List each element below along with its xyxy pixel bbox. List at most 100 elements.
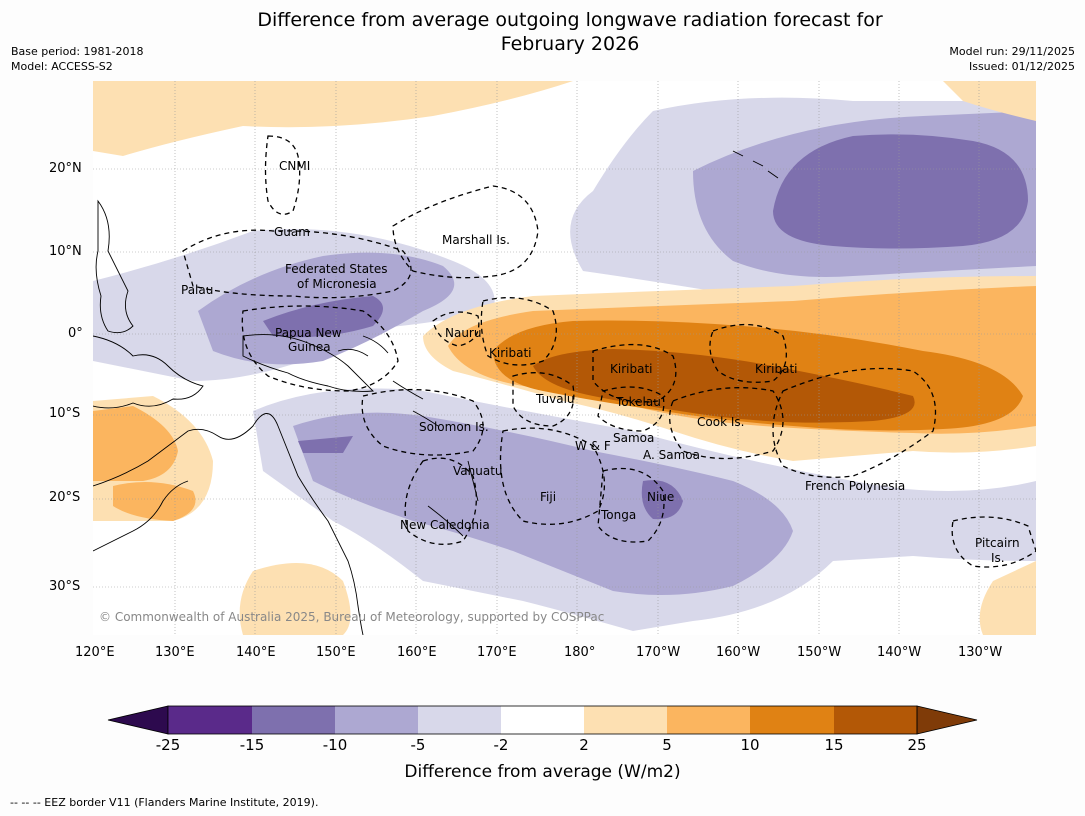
light-orange-field-se (979, 561, 1036, 635)
label-nauru: Nauru (445, 326, 481, 340)
label-guam: Guam (274, 225, 310, 239)
issued-date: Issued: 01/12/2025 (968, 60, 1075, 73)
negative-anomaly-fields (93, 97, 1036, 631)
coast-solomons (392, 380, 439, 427)
gridlines (93, 81, 1036, 635)
light-orange-field-ne (943, 81, 1036, 121)
eez-png (241, 305, 399, 392)
eez-cnmi (264, 135, 301, 215)
colorbar-title: Difference from average (W/m2) (404, 762, 681, 782)
lon-label-180: 180° (564, 645, 596, 660)
coast-philippines (95, 199, 134, 334)
lon-label-120e: 120°E (75, 645, 115, 660)
lat-label-eq: 0° (68, 326, 83, 341)
eez-cook (669, 387, 784, 460)
colorbar-bin-8 (750, 706, 834, 734)
label-tokelau: Tokelau (615, 395, 661, 409)
mid-purple-field-south (293, 412, 793, 595)
lat-label-10s: 10°S (49, 406, 81, 421)
label-asamoa: A. Samoa (643, 448, 700, 462)
cbar-tick-1: -25 (155, 736, 181, 754)
coast-vanuatu (467, 460, 479, 502)
coast-north-australia (93, 413, 364, 635)
label-newcal: New Caledonia (400, 518, 490, 532)
lat-label-10n: 10°N (49, 244, 82, 259)
lat-label-30s: 30°S (49, 579, 81, 594)
label-palau: Palau (181, 283, 213, 297)
lon-label-170w: 170°W (636, 645, 681, 660)
copyright: © Commonwealth of Australia 2025, Bureau… (99, 610, 604, 624)
colorbar-bin-6 (584, 706, 667, 734)
label-kiribati-e: Kiribati (755, 362, 797, 376)
coast-borneo-sulawesi (93, 335, 204, 409)
eez-fiji-tonga (499, 427, 665, 543)
colorbar-bin-5 (501, 706, 584, 734)
light-orange-field-aus (239, 563, 351, 635)
label-solomon: Solomon Is. (419, 420, 489, 434)
eez-marshall (392, 185, 539, 279)
label-kiribati-c: Kiribati (610, 362, 652, 376)
label-samoa: Samoa (613, 431, 654, 445)
cbar-tick-3: -10 (322, 736, 348, 754)
colorbar-bin-4 (418, 706, 501, 734)
cbar-tick-9: 15 (824, 736, 844, 754)
title-line-2: February 2026 (500, 33, 640, 55)
label-pitcairn-2: Is. (991, 551, 1005, 565)
eez-french-polynesia (772, 367, 937, 478)
coast-new-guinea (242, 334, 375, 392)
colorbar-bin-9 (834, 706, 917, 734)
label-fsm-2: of Micronesia (297, 277, 377, 291)
mid-orange-field-sw (113, 482, 196, 521)
colorbar-below-min (107, 705, 169, 735)
region-labels: CNMI Guam Marshall Is. Federated States … (181, 159, 1020, 565)
model-name: Model: ACCESS-S2 (11, 60, 113, 73)
dark-purple-field-north (773, 134, 1028, 249)
eez-nauru-kiribati-w (432, 297, 557, 366)
lon-label-150w: 150°W (797, 645, 842, 660)
colorbar (107, 705, 978, 735)
cbar-tick-6: 2 (579, 736, 589, 754)
eez-solomon (361, 388, 484, 456)
label-png-2: Guinea (288, 340, 331, 354)
coast-new-caledonia (427, 505, 464, 537)
lon-label-170e: 170°E (477, 645, 517, 660)
meta-left: Base period: 1981-2018 Model: ACCESS-S2 (11, 44, 143, 74)
colorbar-bin-1 (168, 706, 252, 734)
eez-tokelau (597, 386, 665, 432)
label-cook: Cook Is. (697, 415, 744, 429)
label-marshall: Marshall Is. (442, 233, 510, 247)
lon-label-140w: 140°W (877, 645, 922, 660)
cbar-tick-4: -5 (410, 736, 426, 754)
eez-footnote: -- -- -- EEZ border V11 (Flanders Marine… (10, 796, 319, 809)
lat-label-20n: 20°N (49, 161, 82, 176)
colorbar-above-max (916, 705, 978, 735)
label-fsm-1: Federated States (285, 262, 387, 276)
lon-label-130e: 130°E (155, 645, 195, 660)
lon-label-160e: 160°E (397, 645, 437, 660)
map-svg: CNMI Guam Marshall Is. Federated States … (93, 81, 1036, 635)
eez-pitcairn (951, 516, 1036, 568)
colorbar-frame (167, 705, 918, 735)
title-line-1: Difference from average outgoing longwav… (257, 9, 883, 31)
chart-title: Difference from average outgoing longwav… (0, 8, 1085, 56)
colorbar-bin-7 (667, 706, 750, 734)
coast-hawaii (732, 150, 779, 179)
mid-orange-field-west (93, 406, 178, 481)
colorbar-bin-2 (252, 706, 335, 734)
lon-label-150e: 150°E (316, 645, 356, 660)
meta-right: Model run: 29/11/2025 Issued: 01/12/2025 (949, 44, 1075, 74)
cbar-tick-5: -2 (493, 736, 509, 754)
lat-label-20s: 20°S (49, 490, 81, 505)
label-tonga: Tonga (600, 508, 636, 522)
label-vanuatu: Vanuatu (453, 464, 503, 478)
label-pitcairn-1: Pitcairn (975, 536, 1020, 550)
base-period: Base period: 1981-2018 (11, 45, 144, 58)
light-orange-field-north (93, 81, 573, 156)
coast-bismarck (337, 335, 389, 357)
eez-kiribati-c (592, 343, 677, 403)
positive-anomaly-fields (93, 81, 1036, 635)
eez-borders (182, 135, 1036, 568)
cbar-tick-2: -15 (239, 736, 265, 754)
lon-label-140e: 140°E (236, 645, 276, 660)
eez-tuvalu (512, 372, 575, 427)
